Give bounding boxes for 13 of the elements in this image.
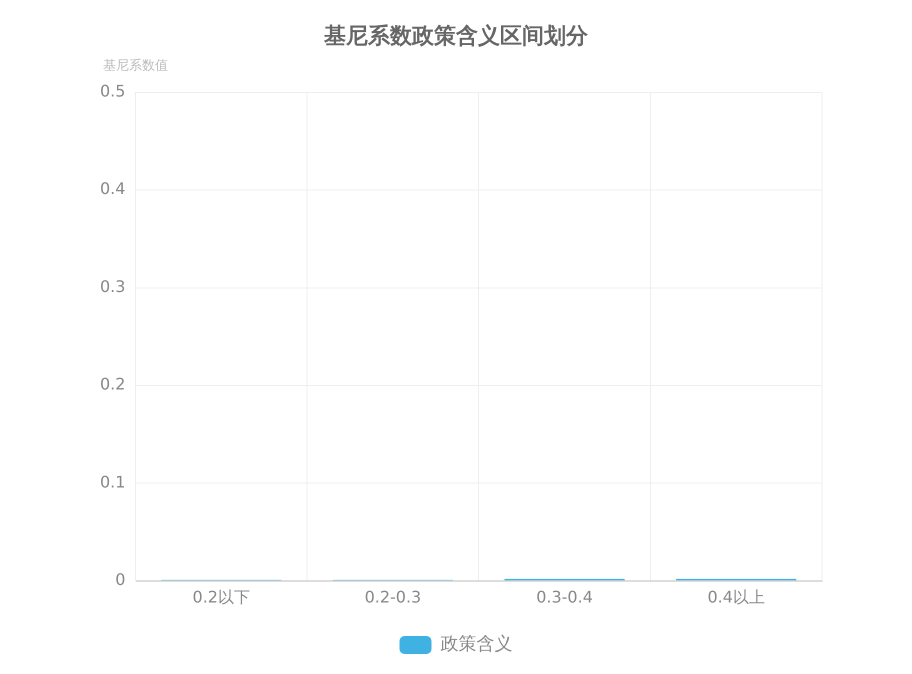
x-tick-label: 0.2-0.3: [364, 588, 422, 607]
y-tick-label: 0.1: [100, 472, 126, 492]
y-tick-label: 0: [115, 570, 126, 589]
chart-title: 基尼系数政策含义区间划分: [323, 22, 589, 49]
y-tick-label: 0.4: [100, 179, 126, 198]
y-tick-label: 0.3: [100, 276, 126, 296]
x-tick-label: 0.4以上: [707, 588, 765, 607]
y-axis-title: 基尼系数值: [102, 58, 168, 74]
x-tick-label: 0.2以下: [192, 588, 250, 607]
x-tick-label: 0.3-0.4: [536, 588, 593, 607]
legend-label: 政策含义: [440, 634, 512, 655]
y-tick-label: 0.5: [100, 82, 126, 101]
y-tick-label: 0.2: [100, 374, 126, 394]
